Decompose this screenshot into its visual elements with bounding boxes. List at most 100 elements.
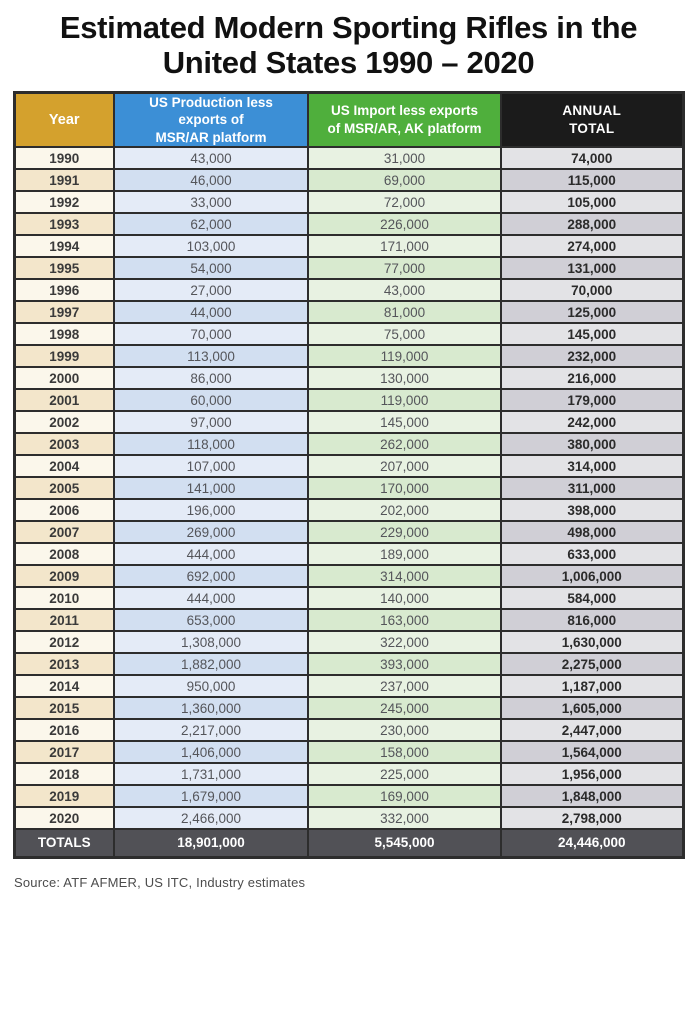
totals-label: TOTALS bbox=[13, 828, 115, 859]
table-footer: TOTALS 18,901,000 5,545,000 24,446,000 bbox=[13, 828, 684, 859]
cell-imports: 171,000 bbox=[307, 234, 502, 259]
cell-annual-total: 70,000 bbox=[500, 278, 684, 303]
table-row: 2017 1,406,000 158,000 1,564,000 bbox=[13, 740, 684, 765]
cell-production: 54,000 bbox=[113, 256, 309, 281]
table-row: 1993 62,000 226,000 288,000 bbox=[13, 212, 684, 237]
cell-year: 2000 bbox=[13, 366, 115, 391]
cell-year: 2006 bbox=[13, 498, 115, 523]
cell-year: 2005 bbox=[13, 476, 115, 501]
cell-production: 44,000 bbox=[113, 300, 309, 325]
table-row: 2012 1,308,000 322,000 1,630,000 bbox=[13, 630, 684, 655]
column-header-year: Year bbox=[13, 91, 115, 149]
cell-annual-total: 115,000 bbox=[500, 168, 684, 193]
table-row: 2006 196,000 202,000 398,000 bbox=[13, 498, 684, 523]
cell-imports: 202,000 bbox=[307, 498, 502, 523]
table-row: 2000 86,000 130,000 216,000 bbox=[13, 366, 684, 391]
cell-annual-total: 1,187,000 bbox=[500, 674, 684, 699]
cell-production: 86,000 bbox=[113, 366, 309, 391]
cell-annual-total: 232,000 bbox=[500, 344, 684, 369]
column-header-annual-total: ANNUAL TOTAL bbox=[500, 91, 684, 149]
table-row: 1994 103,000 171,000 274,000 bbox=[13, 234, 684, 259]
totals-production: 18,901,000 bbox=[113, 828, 309, 859]
cell-annual-total: 311,000 bbox=[500, 476, 684, 501]
cell-imports: 262,000 bbox=[307, 432, 502, 457]
cell-imports: 77,000 bbox=[307, 256, 502, 281]
cell-year: 2008 bbox=[13, 542, 115, 567]
cell-production: 103,000 bbox=[113, 234, 309, 259]
source-text: Source: ATF AFMER, US ITC, Industry esti… bbox=[14, 874, 306, 890]
header-row: Year US Production less exports of MSR/A… bbox=[13, 91, 684, 149]
cell-year: 2012 bbox=[13, 630, 115, 655]
cell-production: 1,679,000 bbox=[113, 784, 309, 809]
cell-imports: 140,000 bbox=[307, 586, 502, 611]
cell-imports: 170,000 bbox=[307, 476, 502, 501]
cell-production: 444,000 bbox=[113, 542, 309, 567]
cell-year: 1994 bbox=[13, 234, 115, 259]
cell-year: 1995 bbox=[13, 256, 115, 281]
cell-year: 2015 bbox=[13, 696, 115, 721]
cell-imports: 130,000 bbox=[307, 366, 502, 391]
cell-year: 2018 bbox=[13, 762, 115, 787]
table-row: 2016 2,217,000 230,000 2,447,000 bbox=[13, 718, 684, 743]
cell-production: 1,308,000 bbox=[113, 630, 309, 655]
cell-annual-total: 498,000 bbox=[500, 520, 684, 545]
cell-imports: 332,000 bbox=[307, 806, 502, 831]
cell-imports: 163,000 bbox=[307, 608, 502, 633]
cell-annual-total: 2,275,000 bbox=[500, 652, 684, 677]
cell-imports: 119,000 bbox=[307, 344, 502, 369]
table-row: 2005 141,000 170,000 311,000 bbox=[13, 476, 684, 501]
page-title: Estimated Modern Sporting Rifles in the … bbox=[59, 10, 638, 81]
cell-imports: 169,000 bbox=[307, 784, 502, 809]
cell-production: 2,466,000 bbox=[113, 806, 309, 831]
cell-imports: 314,000 bbox=[307, 564, 502, 589]
cell-annual-total: 74,000 bbox=[500, 146, 684, 171]
cell-annual-total: 584,000 bbox=[500, 586, 684, 611]
cell-year: 1996 bbox=[13, 278, 115, 303]
cell-year: 1999 bbox=[13, 344, 115, 369]
table-row: 2001 60,000 119,000 179,000 bbox=[13, 388, 684, 413]
cell-year: 2004 bbox=[13, 454, 115, 479]
totals-row: TOTALS 18,901,000 5,545,000 24,446,000 bbox=[13, 828, 684, 859]
cell-production: 46,000 bbox=[113, 168, 309, 193]
table-row: 1992 33,000 72,000 105,000 bbox=[13, 190, 684, 215]
cell-year: 2002 bbox=[13, 410, 115, 435]
cell-production: 27,000 bbox=[113, 278, 309, 303]
cell-year: 2016 bbox=[13, 718, 115, 743]
table-row: 2018 1,731,000 225,000 1,956,000 bbox=[13, 762, 684, 787]
cell-annual-total: 2,798,000 bbox=[500, 806, 684, 831]
table-row: 1991 46,000 69,000 115,000 bbox=[13, 168, 684, 193]
table-row: 2004 107,000 207,000 314,000 bbox=[13, 454, 684, 479]
cell-production: 692,000 bbox=[113, 564, 309, 589]
cell-production: 1,731,000 bbox=[113, 762, 309, 787]
cell-annual-total: 288,000 bbox=[500, 212, 684, 237]
cell-imports: 189,000 bbox=[307, 542, 502, 567]
cell-annual-total: 1,848,000 bbox=[500, 784, 684, 809]
table-row: 1996 27,000 43,000 70,000 bbox=[13, 278, 684, 303]
cell-annual-total: 274,000 bbox=[500, 234, 684, 259]
cell-annual-total: 179,000 bbox=[500, 388, 684, 413]
table-body: 1990 43,000 31,000 74,000 1991 46,000 69,000 11… bbox=[13, 146, 684, 831]
cell-production: 1,360,000 bbox=[113, 696, 309, 721]
table-row: 1990 43,000 31,000 74,000 bbox=[13, 146, 684, 171]
cell-production: 141,000 bbox=[113, 476, 309, 501]
cell-year: 2020 bbox=[13, 806, 115, 831]
cell-production: 653,000 bbox=[113, 608, 309, 633]
table-row: 2007 269,000 229,000 498,000 bbox=[13, 520, 684, 545]
cell-production: 118,000 bbox=[113, 432, 309, 457]
table-row: 2015 1,360,000 245,000 1,605,000 bbox=[13, 696, 684, 721]
table-row: 2008 444,000 189,000 633,000 bbox=[13, 542, 684, 567]
cell-annual-total: 816,000 bbox=[500, 608, 684, 633]
cell-annual-total: 1,630,000 bbox=[500, 630, 684, 655]
cell-annual-total: 380,000 bbox=[500, 432, 684, 457]
cell-annual-total: 242,000 bbox=[500, 410, 684, 435]
table-row: 2014 950,000 237,000 1,187,000 bbox=[13, 674, 684, 699]
cell-year: 2001 bbox=[13, 388, 115, 413]
cell-imports: 226,000 bbox=[307, 212, 502, 237]
cell-year: 2013 bbox=[13, 652, 115, 677]
cell-annual-total: 216,000 bbox=[500, 366, 684, 391]
cell-year: 1998 bbox=[13, 322, 115, 347]
cell-year: 2011 bbox=[13, 608, 115, 633]
cell-imports: 145,000 bbox=[307, 410, 502, 435]
table-row: 2013 1,882,000 393,000 2,275,000 bbox=[13, 652, 684, 677]
